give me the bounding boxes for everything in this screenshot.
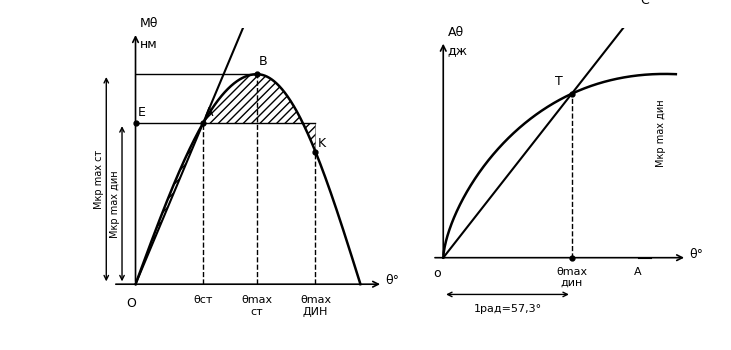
Text: θmax: θmax [300, 295, 331, 305]
Text: θmax: θmax [556, 267, 587, 277]
Text: θ°: θ° [385, 273, 399, 287]
Text: Aθ: Aθ [447, 26, 463, 39]
Text: нм: нм [140, 38, 158, 51]
Text: E: E [137, 106, 145, 119]
Text: T: T [555, 75, 563, 88]
Text: A: A [635, 267, 642, 277]
Text: Мкр max ст: Мкр max ст [94, 149, 104, 209]
Text: A: A [205, 106, 213, 119]
Text: o: o [433, 267, 440, 280]
Text: дж: дж [447, 44, 468, 57]
Text: Mθ: Mθ [140, 17, 159, 30]
Text: θmax: θmax [241, 295, 273, 305]
Text: θ°: θ° [689, 247, 703, 260]
Text: 1рад=57,3°: 1рад=57,3° [474, 303, 542, 314]
Text: ст: ст [251, 307, 263, 317]
Text: ДИН: ДИН [303, 307, 328, 317]
Text: Мкр max дин: Мкр max дин [656, 99, 666, 167]
Text: K: K [318, 136, 326, 149]
Text: дин: дин [561, 278, 583, 288]
Text: B: B [260, 55, 268, 68]
Text: O: O [126, 297, 136, 310]
Text: θст: θст [193, 295, 213, 305]
Text: C: C [640, 0, 649, 7]
Text: Мкр max дин: Мкр max дин [110, 170, 120, 238]
